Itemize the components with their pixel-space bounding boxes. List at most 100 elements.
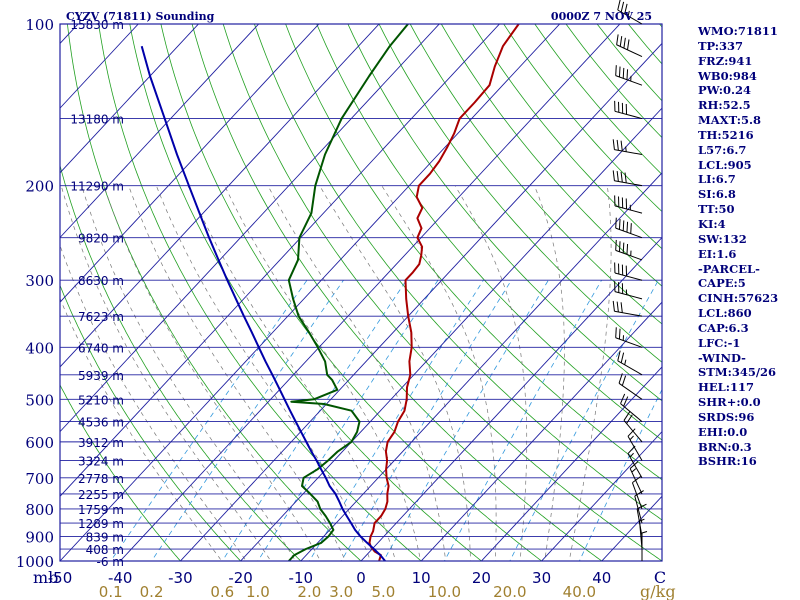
- wind-barb-flag: [626, 243, 629, 255]
- index-item: RH:52.5: [698, 98, 751, 113]
- index-item: LCL:905: [698, 157, 752, 172]
- isotherm-line: [360, 236, 662, 561]
- index-item: SI:6.8: [698, 187, 736, 202]
- temperature-tick-label: 40: [592, 569, 611, 587]
- wind-barb-staff: [614, 291, 643, 300]
- pressure-tick-label: 700: [25, 470, 54, 488]
- wind-barb-staff: [615, 337, 643, 348]
- wind-barb-flag: [617, 0, 621, 11]
- dry-adiabat: [222, 24, 662, 561]
- wind-barb-flag: [615, 65, 617, 76]
- moist-adiabat: [568, 185, 612, 561]
- wind-barb: [614, 195, 643, 214]
- height-label: 2255 m: [78, 488, 124, 502]
- mixing-ratio-tick-label: 1.0: [246, 583, 270, 600]
- wind-barb-flag: [620, 302, 623, 313]
- parcel-profile-line: [140, 45, 386, 561]
- moist-adiabat: [319, 185, 471, 561]
- isotherm-line: [119, 24, 621, 561]
- plot-frame: [59, 23, 663, 562]
- height-label: 9820 m: [78, 232, 124, 246]
- isotherm-line: [60, 24, 440, 433]
- wind-barb-flag: [623, 411, 631, 421]
- temperature-tick-label: -50: [48, 569, 73, 587]
- wind-barb-flag: [615, 217, 617, 229]
- wind-barb: [615, 327, 643, 348]
- wind-barb-staff: [627, 453, 643, 479]
- wind-barb-staff: [620, 403, 643, 422]
- dry-adiabat: [66, 24, 362, 561]
- temperature-tick-label: -20: [228, 569, 253, 587]
- wind-barb-flag: [616, 34, 619, 45]
- wind-barb: [614, 100, 643, 120]
- mixing-ratio-tick-label: 5.0: [371, 583, 395, 600]
- mixing-ratio-line: [382, 279, 549, 561]
- wind-barb-flag: [618, 373, 623, 384]
- axes: [59, 23, 663, 562]
- moist-adiabat: [267, 185, 446, 561]
- wind-barb: [616, 34, 643, 58]
- wind-barb-staff: [618, 382, 643, 400]
- dewpoint-profile-line: [287, 24, 409, 561]
- height-label: 3912 m: [78, 436, 124, 450]
- isotherm-line: [480, 366, 662, 561]
- wind-barb: [620, 393, 643, 422]
- wind-barb-staff: [614, 149, 643, 156]
- mixing-ratio-tick-label: 2.0: [297, 583, 321, 600]
- height-label: -6 m: [97, 555, 124, 569]
- wind-barb-staff: [614, 110, 643, 120]
- wind-barb-flag: [615, 239, 617, 251]
- pressure-tick-label: 800: [25, 501, 54, 519]
- temperature-tick-label: -10: [289, 569, 314, 587]
- wind-barb-flag: [627, 428, 636, 437]
- height-label: 1289 m: [78, 517, 124, 531]
- dry-adiabat: [191, 24, 603, 561]
- wind-barb-flag: [626, 414, 633, 424]
- wind-barb-staff: [634, 495, 643, 524]
- index-item: TP:337: [698, 38, 744, 53]
- wind-barb-flag: [626, 221, 629, 233]
- isotherm-line: [60, 24, 200, 174]
- dry-adiabat: [440, 24, 662, 287]
- chart-title: CYZV (71811) Sounding: [66, 10, 215, 23]
- wind-barb-staff: [614, 310, 643, 317]
- wind-barb: [612, 300, 643, 317]
- wind-barb-flag: [620, 352, 625, 363]
- moist-adiabat: [155, 185, 371, 561]
- index-item: EI:1.6: [698, 246, 737, 261]
- height-label: 15830 m: [70, 18, 124, 32]
- dry-adiabat: [316, 24, 662, 441]
- wind-barb: [634, 490, 644, 524]
- wind-barb-staff: [616, 44, 643, 58]
- wind-barb-flag: [618, 219, 621, 230]
- wind-barb: [615, 65, 643, 86]
- temperature-profile-line: [368, 24, 520, 561]
- wind-barb-flag: [620, 171, 623, 183]
- index-item: WMO:71811: [698, 24, 778, 38]
- wind-barb: [627, 428, 643, 461]
- wind-barb-flag: [622, 220, 625, 231]
- pressure-tick-label: 100: [25, 16, 54, 34]
- pressure-tick-label: 600: [25, 434, 54, 452]
- mixing-ratio-line: [110, 279, 308, 561]
- mixing-ratio-tick-label: 40.0: [563, 583, 596, 600]
- wind-barb-flag: [620, 393, 626, 404]
- dry-adiabat: [60, 384, 181, 561]
- moist-adiabat: [60, 297, 223, 561]
- temperature-tick-label: 20: [472, 569, 491, 587]
- wind-barb: [614, 262, 643, 281]
- dry-adiabat: [378, 24, 662, 363]
- isotherm-line: [60, 24, 501, 497]
- dry-adiabat: [347, 24, 662, 402]
- index-item: STM:345/26: [698, 365, 777, 380]
- isotherm-line: [239, 107, 662, 561]
- wind-barb-flag: [612, 139, 615, 150]
- wind-barb-flag: [617, 350, 621, 361]
- wind-barb: [631, 476, 643, 510]
- wind-barb-flag: [627, 39, 630, 50]
- wind-barb-flag: [618, 328, 621, 340]
- temperature-tick-label: 30: [532, 569, 551, 587]
- index-item: LCL:860: [698, 306, 752, 321]
- wind-barb: [627, 445, 643, 479]
